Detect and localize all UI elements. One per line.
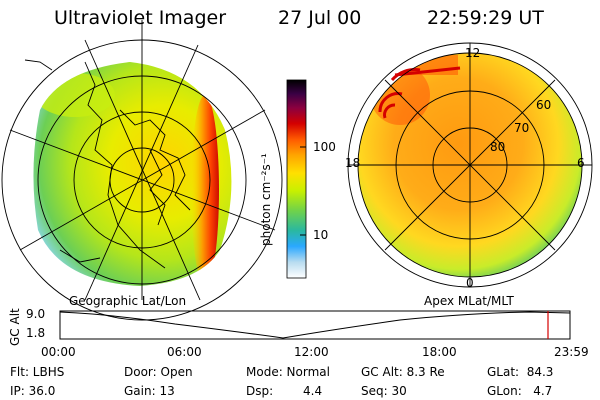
altitude-xtick-4: 23:59 <box>554 345 589 359</box>
mlat-mlt-image <box>347 42 593 288</box>
date-label: 27 Jul 00 <box>278 7 362 29</box>
altitude-xtick-1: 06:00 <box>167 345 202 359</box>
geographic-image <box>1 20 283 321</box>
gain-info: Gain: 13 <box>124 384 175 398</box>
altitude-xtick-3: 18:00 <box>422 345 457 359</box>
altitude-plot <box>59 310 571 340</box>
filter-info: Flt: LBHS <box>10 365 65 379</box>
mlat-label-80: 80 <box>490 140 506 154</box>
colorbar-unit-label: photon cm⁻²s⁻¹ <box>259 153 273 246</box>
altitude-xtick-0: 00:00 <box>41 345 76 359</box>
apex-label: Apex MLat/MLT <box>424 294 514 308</box>
mlat-grid <box>347 42 593 288</box>
door-info: Door: Open <box>124 365 193 379</box>
geographic-grid <box>1 20 283 321</box>
glat-info: GLat: 84.3 <box>487 365 554 379</box>
mode-info: Mode: Normal <box>246 365 330 379</box>
coastline-outline <box>24 59 191 269</box>
glon-info: GLon: 4.7 <box>487 384 553 398</box>
gc-alt-info: GC Alt: 8.3 Re <box>361 365 445 379</box>
mlt-label-18: 18 <box>345 156 361 170</box>
colorbar <box>286 79 307 279</box>
dsp-value: 4.4 <box>303 384 323 398</box>
dsp-label: Dsp: <box>246 384 274 398</box>
altitude-ymin: 1.8 <box>26 326 46 340</box>
altitude-ymax: 9.0 <box>26 307 46 321</box>
altitude-ylabel: GC Alt <box>8 308 22 346</box>
mlt-label-6: 6 <box>577 156 585 170</box>
mlt-label-0: 0 <box>466 276 474 290</box>
ip-info: IP: 36.0 <box>10 384 56 398</box>
seq-info: Seq: 30 <box>361 384 407 398</box>
mlat-label-70: 70 <box>514 121 530 135</box>
time-label: 22:59:29 UT <box>427 7 544 29</box>
colorbar-tick-100: 100 <box>313 140 336 154</box>
geographic-label: Geographic Lat/Lon <box>69 294 187 308</box>
colorbar-tick-10: 10 <box>313 228 329 242</box>
mlat-label-60: 60 <box>536 98 552 112</box>
altitude-xtick-2: 12:00 <box>294 345 329 359</box>
app-title: Ultraviolet Imager <box>54 7 227 29</box>
mlt-label-12: 12 <box>465 46 481 60</box>
